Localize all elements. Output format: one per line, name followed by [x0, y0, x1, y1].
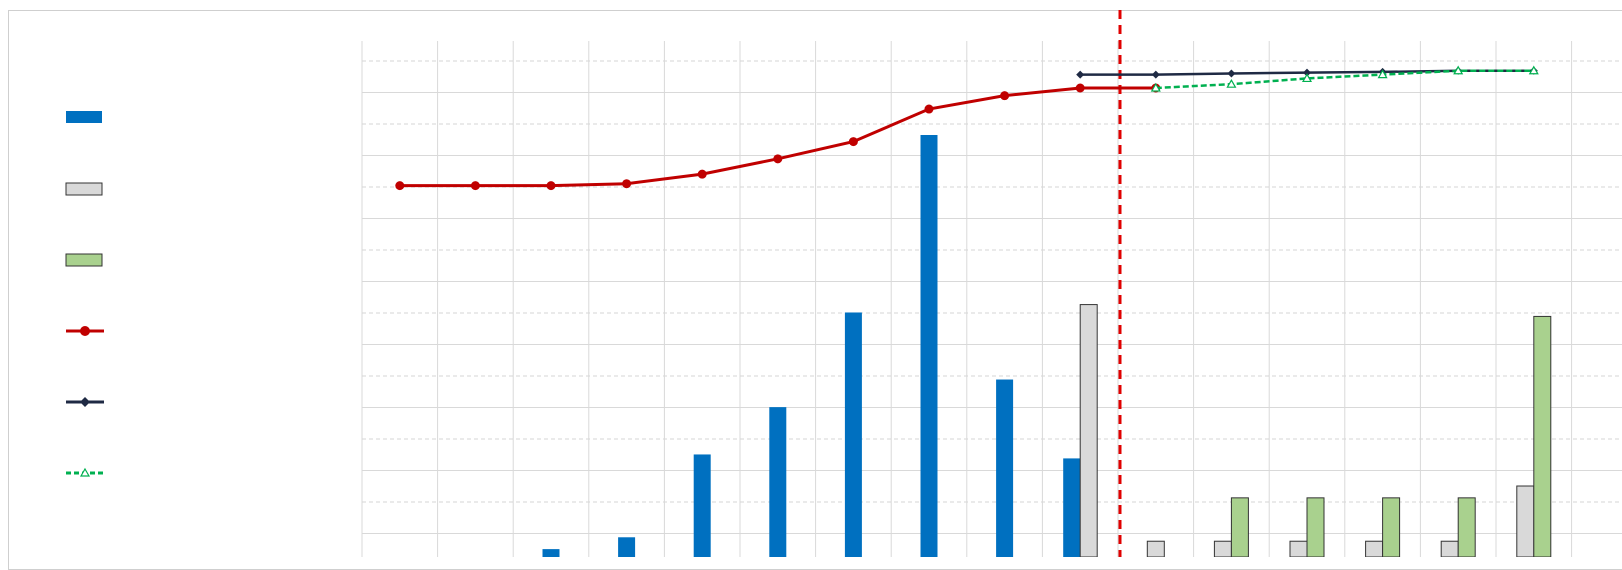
- line-series3: [1155, 69, 1534, 90]
- bar-series1-cat8: [920, 135, 938, 557]
- legend-symbol-3-marker: [80, 326, 90, 336]
- bar-series3-cat16: [1533, 315, 1552, 557]
- line-series2-point: [1227, 69, 1236, 78]
- line-series3-point: [1377, 69, 1388, 79]
- line-series2-point: [1151, 70, 1160, 79]
- line-series1-point: [470, 181, 480, 191]
- line-series1-point: [924, 104, 934, 114]
- bar-series2-cat13: [1289, 540, 1308, 557]
- bar-series2-cat14: [1365, 540, 1384, 557]
- bar-series3-cat15: [1457, 497, 1476, 557]
- bar-series1-cat4: [618, 537, 636, 557]
- line-series1-point: [1075, 83, 1085, 93]
- legend-symbol-5-marker: [79, 467, 91, 477]
- chart-svg: [65, 10, 1622, 557]
- bar-series1-cat5: [693, 454, 711, 557]
- bar-series1-cat7: [844, 312, 862, 557]
- bar-series2-cat10: [1079, 304, 1098, 557]
- line-series1-point: [773, 154, 783, 164]
- bar-series1-cat10: [1063, 458, 1081, 557]
- line-series1-point: [546, 181, 556, 191]
- line-series1-point: [848, 137, 858, 147]
- line-series1-point: [697, 169, 707, 179]
- bar-series2-cat11: [1146, 540, 1165, 557]
- line-series2-point: [1303, 68, 1311, 77]
- bar-series3-cat13: [1306, 497, 1325, 557]
- legend-symbol-2: [65, 253, 103, 267]
- legend-symbol-1: [65, 182, 103, 196]
- line-series1-point: [622, 179, 632, 189]
- line-series2-point: [1076, 70, 1085, 79]
- line-series3-point: [1301, 73, 1313, 83]
- line-series1-point: [1000, 91, 1010, 101]
- line-series3-point: [1226, 78, 1237, 88]
- bar-series3-cat14: [1382, 497, 1401, 557]
- bar-series1-cat6: [769, 407, 787, 557]
- legend-symbol-4-marker: [80, 397, 90, 407]
- bar-series2-cat16: [1516, 485, 1535, 557]
- line-series3-point: [1528, 65, 1539, 75]
- bar-series1-cat3: [542, 549, 560, 557]
- line-series3-point: [1453, 65, 1464, 75]
- legend-symbol-0: [66, 111, 102, 123]
- bar-series2-cat12: [1213, 540, 1232, 557]
- bar-series2-cat15: [1440, 540, 1459, 557]
- bar-series3-cat12: [1230, 497, 1249, 557]
- line-series1-point: [395, 181, 405, 191]
- bar-series1-cat9: [996, 379, 1014, 557]
- line-series3-point: [1150, 82, 1161, 92]
